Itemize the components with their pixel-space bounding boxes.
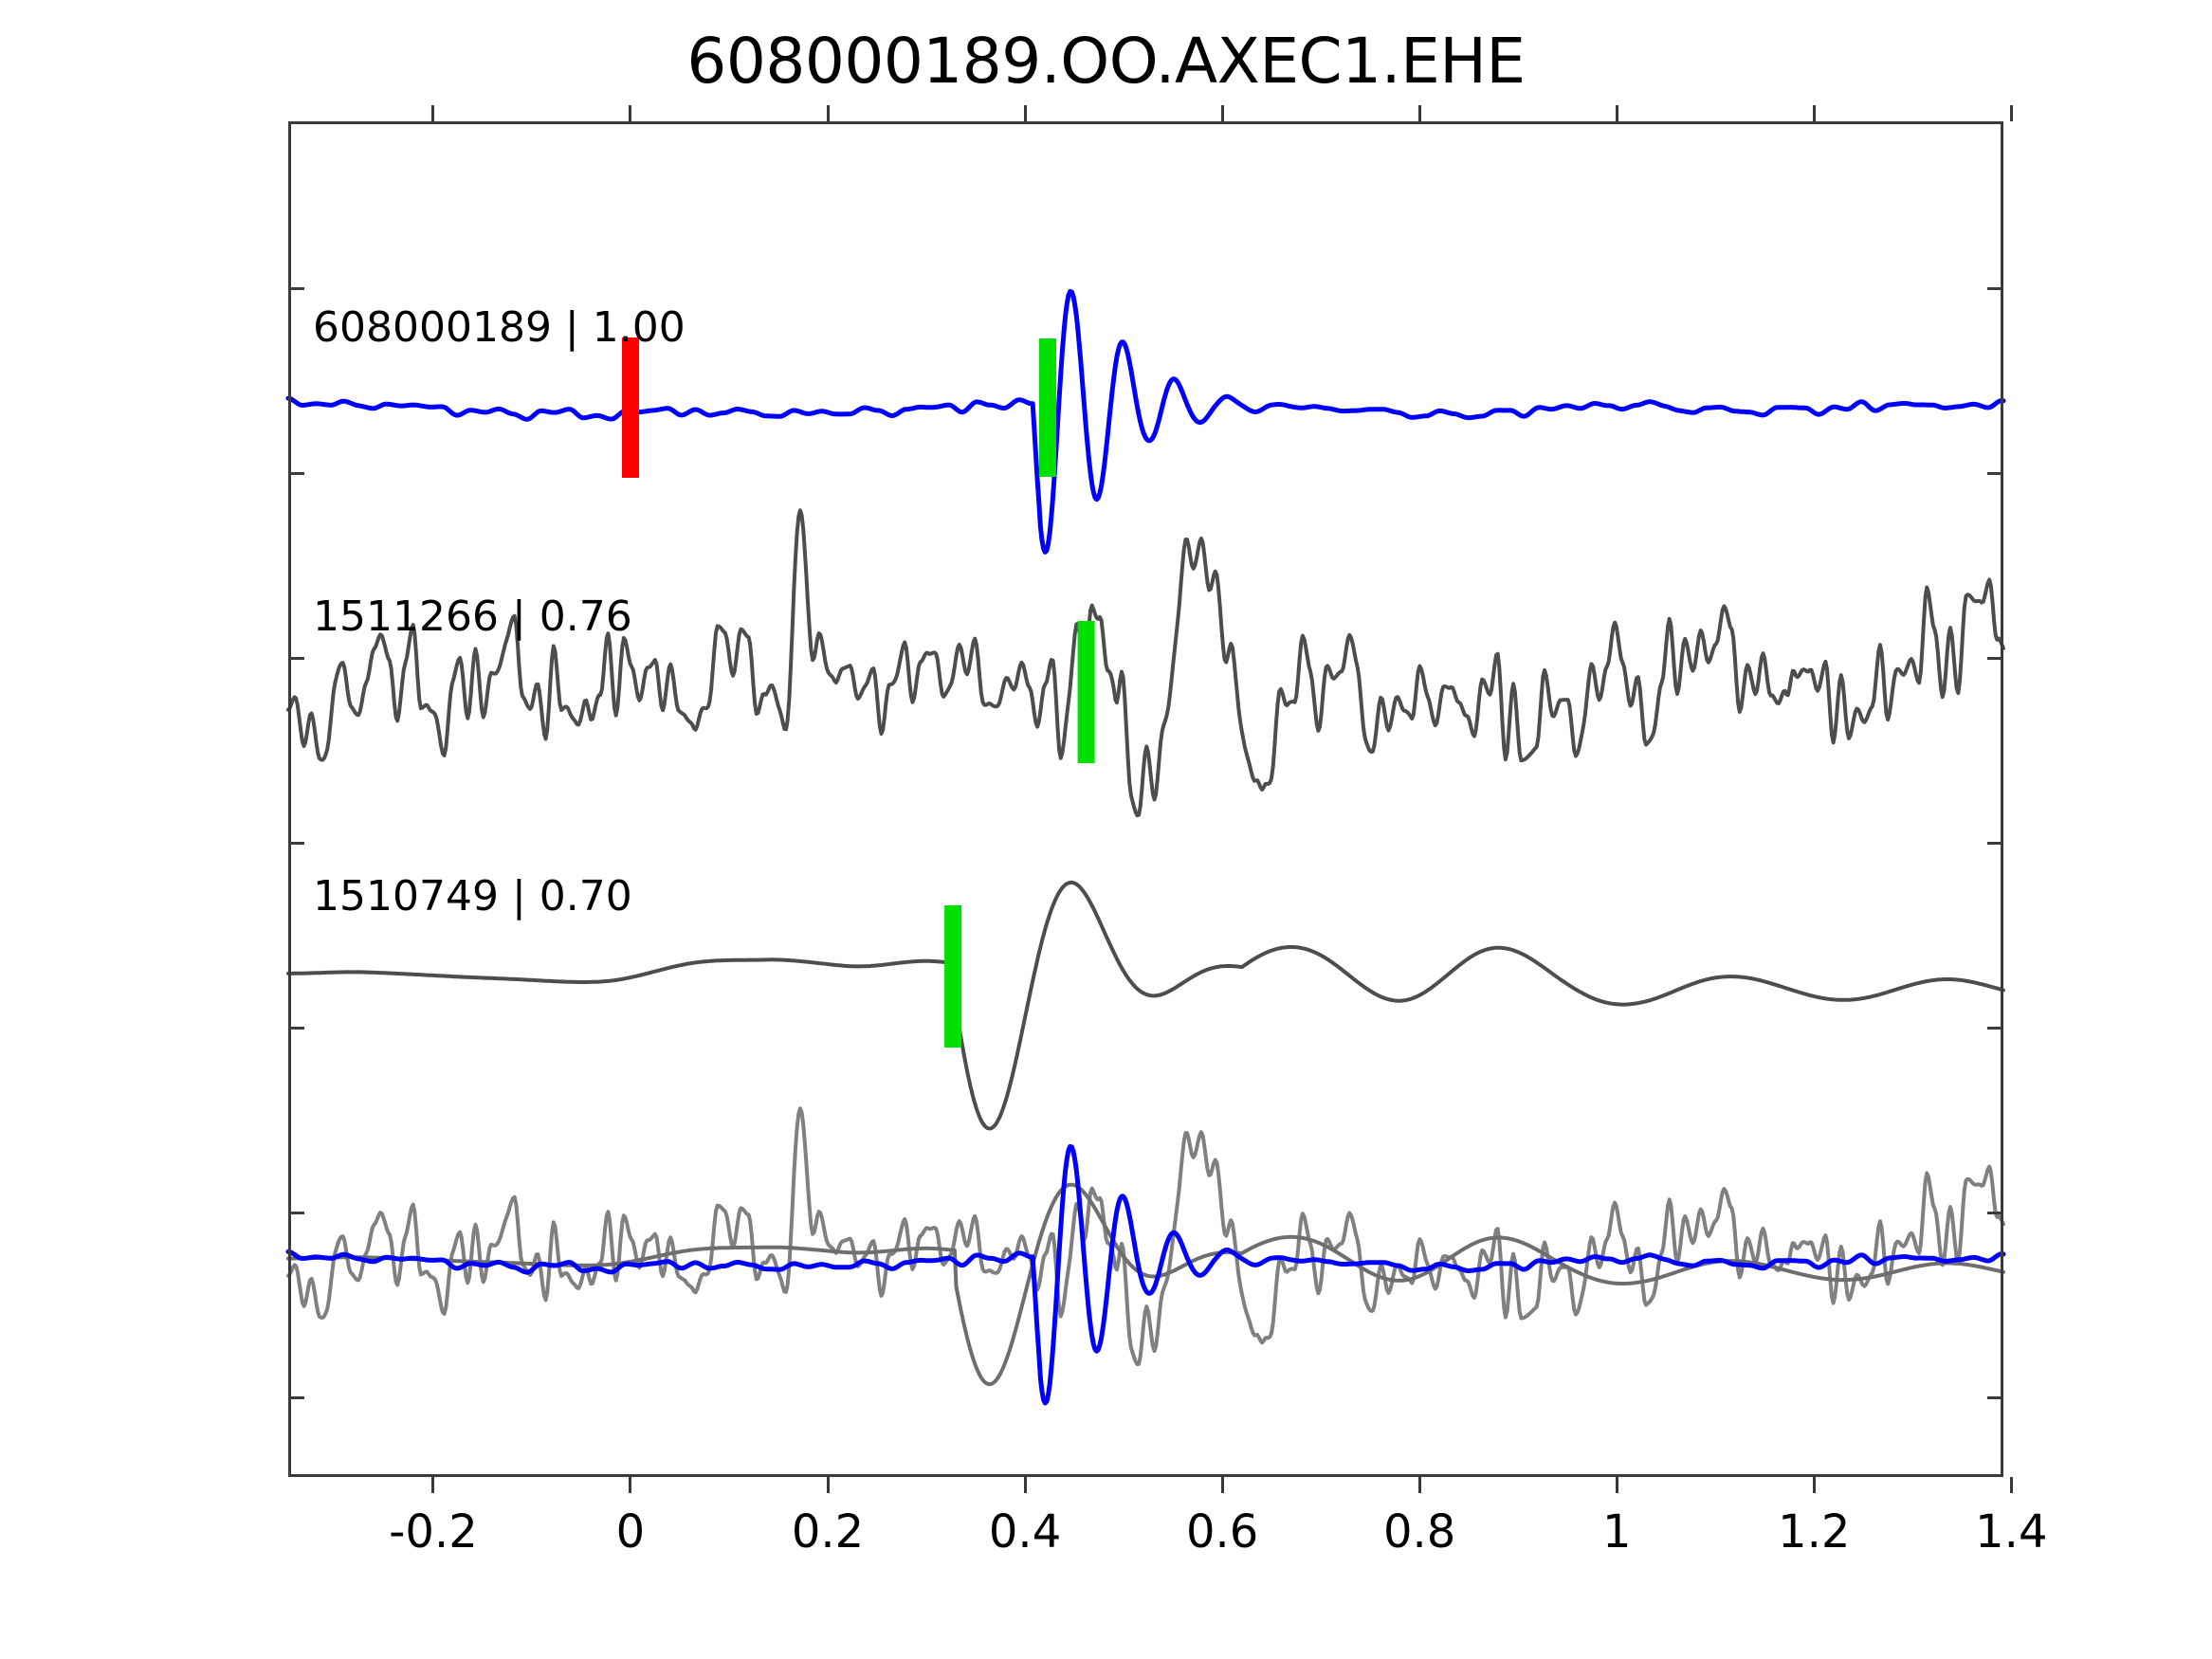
axes-frame	[288, 121, 2003, 1477]
y-tick-mark-right	[1987, 472, 2003, 475]
x-tick-mark	[629, 1477, 632, 1493]
x-tick-mark-top	[431, 105, 435, 121]
trace-label-1511266: 1511266 | 0.76	[313, 592, 632, 641]
x-tick-label: 0.6	[1185, 1505, 1259, 1559]
y-tick-mark-right	[1987, 842, 2003, 845]
y-tick-mark	[288, 1027, 304, 1030]
waveform-detection-1511266	[286, 508, 2005, 818]
y-tick-mark-right	[1987, 1212, 2003, 1214]
x-tick-mark-top	[1023, 105, 1027, 121]
x-tick-mark	[1220, 1477, 1224, 1493]
phase-pick-marker-green-608000189[interactable]	[1039, 338, 1056, 477]
x-tick-label: 0.8	[1382, 1505, 1456, 1559]
y-tick-mark-right	[1987, 1027, 2003, 1030]
x-tick-label: -0.2	[389, 1505, 478, 1559]
x-tick-mark-top	[1812, 105, 1816, 121]
x-tick-mark	[1615, 1477, 1618, 1493]
x-tick-mark-top	[2009, 105, 2013, 121]
y-tick-mark-right	[1987, 657, 2003, 660]
y-tick-mark	[288, 1396, 304, 1399]
phase-pick-marker-green-1510749[interactable]	[944, 905, 962, 1048]
x-tick-mark	[431, 1477, 435, 1493]
x-tick-mark-top	[1220, 105, 1224, 121]
page-title: 608000189.OO.AXEC1.EHE	[686, 25, 1526, 98]
phase-pick-marker-green-1511266[interactable]	[1077, 621, 1095, 763]
waveform-template-608000189	[285, 288, 2006, 555]
y-tick-mark	[288, 287, 304, 290]
x-tick-label: 0.2	[791, 1505, 865, 1559]
y-tick-mark	[288, 472, 304, 475]
composite-overlay-gray-1511266	[286, 1106, 2005, 1367]
x-tick-label: 0	[615, 1505, 646, 1559]
waveform-detection-1510749	[286, 880, 2005, 1131]
waveform-svg	[285, 288, 2006, 1406]
x-tick-mark	[1023, 1477, 1027, 1493]
x-tick-mark-top	[1615, 105, 1618, 121]
x-tick-mark	[826, 1477, 830, 1493]
x-tick-mark-top	[826, 105, 830, 121]
plot-canvas	[285, 121, 2006, 1477]
x-tick-label: 0.4	[988, 1505, 1062, 1559]
x-tick-label: 1.2	[1778, 1505, 1851, 1559]
x-tick-mark	[2009, 1477, 2013, 1493]
y-tick-mark	[288, 657, 304, 660]
trace-label-1510749: 1510749 | 0.70	[313, 872, 632, 921]
trace-label-608000189: 608000189 | 1.00	[313, 303, 686, 352]
x-tick-label: 1	[1601, 1505, 1632, 1559]
y-tick-mark-right	[1987, 1396, 2003, 1399]
composite-overlay-blue-608000189	[285, 1143, 2006, 1406]
x-tick-mark	[1812, 1477, 1816, 1493]
origin-pick-marker-red[interactable]	[622, 337, 639, 478]
y-tick-mark-right	[1987, 287, 2003, 290]
y-tick-mark	[288, 842, 304, 845]
x-tick-mark	[1417, 1477, 1421, 1493]
x-tick-mark-top	[629, 105, 632, 121]
y-tick-mark	[288, 1212, 304, 1214]
x-tick-label: 1.4	[1975, 1505, 2048, 1559]
x-tick-mark-top	[1417, 105, 1421, 121]
